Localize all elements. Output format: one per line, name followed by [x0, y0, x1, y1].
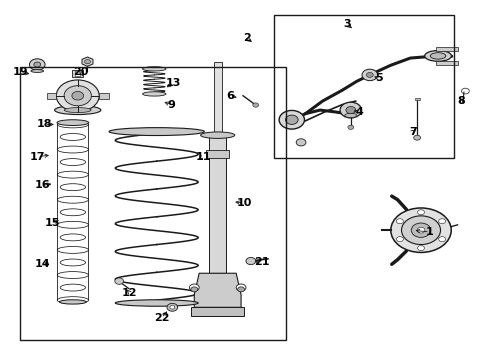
Circle shape	[347, 125, 353, 130]
Ellipse shape	[64, 108, 91, 113]
Bar	[414, 98, 419, 100]
Text: 22: 22	[154, 313, 169, 323]
Circle shape	[166, 303, 177, 311]
Circle shape	[410, 223, 430, 237]
Text: 21: 21	[253, 257, 269, 267]
Ellipse shape	[55, 105, 101, 114]
Ellipse shape	[424, 50, 450, 61]
Polygon shape	[194, 273, 241, 307]
Circle shape	[438, 219, 445, 224]
Circle shape	[56, 80, 99, 112]
Circle shape	[416, 227, 424, 233]
Text: 13: 13	[166, 78, 181, 88]
Circle shape	[115, 278, 123, 284]
Circle shape	[417, 210, 424, 215]
Text: 4: 4	[354, 107, 362, 117]
Circle shape	[190, 287, 197, 292]
Circle shape	[279, 111, 304, 129]
Text: 8: 8	[457, 96, 465, 106]
Circle shape	[345, 107, 355, 114]
Text: 6: 6	[225, 91, 233, 101]
Circle shape	[72, 91, 83, 100]
Text: 5: 5	[374, 73, 382, 83]
Bar	[75, 71, 80, 76]
Circle shape	[438, 237, 445, 242]
Circle shape	[339, 102, 361, 118]
Circle shape	[396, 219, 403, 224]
Bar	[273, 15, 453, 158]
Bar	[435, 46, 457, 51]
Polygon shape	[82, 57, 93, 66]
Circle shape	[29, 59, 45, 70]
Text: 2: 2	[243, 33, 250, 43]
Text: 16: 16	[34, 180, 50, 190]
Ellipse shape	[60, 300, 86, 304]
Text: 9: 9	[167, 100, 175, 110]
Circle shape	[413, 135, 420, 140]
Ellipse shape	[344, 113, 356, 118]
Text: 3: 3	[343, 19, 350, 29]
Circle shape	[417, 246, 424, 251]
Ellipse shape	[57, 120, 88, 126]
Circle shape	[189, 284, 199, 291]
Text: 1: 1	[425, 227, 433, 237]
Circle shape	[84, 59, 90, 64]
Text: 15: 15	[44, 218, 60, 228]
Ellipse shape	[429, 53, 445, 59]
Bar	[435, 61, 457, 65]
Circle shape	[401, 216, 440, 244]
Circle shape	[361, 69, 377, 81]
Bar	[46, 93, 56, 99]
Bar	[72, 70, 82, 77]
Circle shape	[245, 257, 255, 265]
Text: 10: 10	[236, 198, 252, 208]
Text: 19: 19	[12, 67, 28, 77]
Ellipse shape	[142, 92, 165, 96]
Circle shape	[252, 103, 258, 107]
Bar	[20, 67, 285, 339]
Bar	[208, 137, 226, 273]
Circle shape	[296, 139, 305, 146]
Text: 17: 17	[29, 152, 45, 162]
Bar	[213, 62, 221, 158]
Circle shape	[390, 208, 450, 252]
Text: 12: 12	[122, 288, 138, 298]
Circle shape	[236, 284, 245, 291]
Ellipse shape	[115, 300, 198, 306]
Text: 11: 11	[195, 152, 210, 162]
Circle shape	[237, 287, 244, 292]
Bar	[99, 93, 109, 99]
Text: 20: 20	[73, 67, 89, 77]
Circle shape	[285, 115, 298, 125]
Text: 7: 7	[408, 127, 416, 136]
Circle shape	[366, 72, 372, 77]
Bar	[190, 307, 244, 316]
Ellipse shape	[200, 132, 234, 138]
Ellipse shape	[109, 128, 204, 135]
Circle shape	[34, 62, 41, 67]
Ellipse shape	[31, 69, 43, 72]
Text: 14: 14	[34, 259, 50, 269]
Circle shape	[169, 306, 174, 309]
Bar	[205, 149, 229, 158]
Circle shape	[64, 86, 91, 106]
Text: 18: 18	[37, 120, 52, 129]
Circle shape	[396, 237, 403, 242]
Ellipse shape	[142, 67, 165, 71]
